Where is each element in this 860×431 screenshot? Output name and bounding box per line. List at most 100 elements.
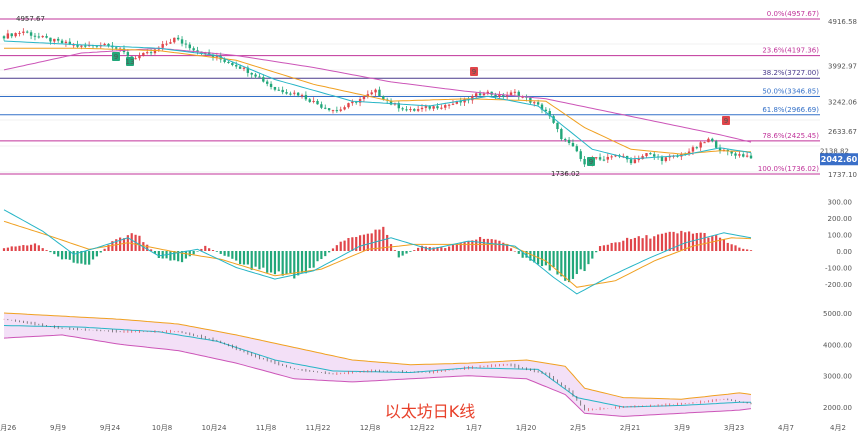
macd-bar xyxy=(316,251,319,262)
macd-bar xyxy=(269,251,273,273)
macd-bar xyxy=(405,251,408,254)
macd-bar xyxy=(660,233,664,251)
candle-body xyxy=(300,95,304,97)
x-tick-label: 1月20 xyxy=(516,424,536,431)
macd-bar xyxy=(351,237,354,251)
macd-bar xyxy=(575,251,578,275)
macd-bar xyxy=(548,251,551,271)
macd-bar xyxy=(595,251,598,253)
macd-bar xyxy=(355,236,358,251)
td-marker xyxy=(587,157,595,166)
candle-body xyxy=(459,101,462,103)
macd-bar xyxy=(227,251,230,257)
fib-label: 78.6%(2425.45) xyxy=(762,132,819,140)
x-tick-label: 2月21 xyxy=(620,424,640,431)
candle-body xyxy=(80,45,83,47)
macd-bar xyxy=(107,244,110,251)
fib-label: 50.0%(3346.85) xyxy=(762,87,819,95)
macd-bar xyxy=(606,244,609,251)
macd-bar xyxy=(521,251,524,258)
macd-bar xyxy=(320,251,323,260)
candle-body xyxy=(281,89,284,93)
candle-body xyxy=(84,45,87,47)
candle-body xyxy=(366,94,370,97)
candle-body xyxy=(37,36,41,38)
fib-label: 0.0%(4957.67) xyxy=(767,10,819,18)
macd-bar xyxy=(502,242,505,251)
macd-bar xyxy=(626,237,629,251)
candle-body xyxy=(494,94,497,97)
macd-bar xyxy=(564,251,567,281)
macd-bar xyxy=(610,242,613,251)
macd-bar xyxy=(335,245,338,251)
macd-bar xyxy=(413,250,416,251)
candle-body xyxy=(505,94,509,97)
candle-body xyxy=(440,107,443,109)
td-marker xyxy=(112,52,120,61)
macd-bar xyxy=(111,241,114,251)
candle-body xyxy=(68,41,71,45)
macd-bar xyxy=(285,251,288,275)
candle-body xyxy=(72,44,75,46)
fib-levels: 0.0%(4957.67) 23.6%(4197.36) 38.2%(3727.00… xyxy=(0,10,820,175)
candle-body xyxy=(169,42,172,44)
macd-bar xyxy=(49,251,52,253)
macd-bar xyxy=(324,251,327,257)
td-marker-label: 9 xyxy=(472,68,476,76)
candle-body xyxy=(95,45,99,47)
macd-bar xyxy=(254,251,257,267)
candle-body xyxy=(184,43,188,45)
candle-body xyxy=(265,81,269,84)
macd-bar xyxy=(490,239,493,251)
macd-bar xyxy=(57,251,60,257)
macd-tick-label: 300.00 xyxy=(828,199,853,207)
macd-bar xyxy=(633,237,636,251)
macd-bar xyxy=(2,248,6,251)
td-marker xyxy=(722,116,730,125)
bollinger-panel xyxy=(3,312,752,417)
macd-bar xyxy=(130,233,133,251)
macd-bar xyxy=(432,247,435,251)
macd-bar xyxy=(455,243,458,251)
candle-body xyxy=(498,94,501,97)
candle-body xyxy=(424,106,428,108)
macd-bar xyxy=(235,251,238,261)
boll-tick-label: 4000.00 xyxy=(823,341,852,349)
macd-bar xyxy=(517,251,520,254)
candle-body xyxy=(10,33,13,37)
macd-bar xyxy=(134,234,137,251)
current-price-tag xyxy=(820,153,858,166)
candle-body xyxy=(49,37,52,42)
candle-body xyxy=(293,92,296,94)
macd-tick-label: 100.00 xyxy=(828,232,853,240)
candle-body xyxy=(149,52,153,54)
candle-body xyxy=(45,36,48,38)
td-marker-label: 9 xyxy=(114,53,118,61)
x-tick-label: 1月7 xyxy=(466,424,482,431)
macd-bar xyxy=(424,246,427,251)
candle-body xyxy=(33,35,37,37)
high-annotation: 4957.67 xyxy=(16,15,45,23)
grid xyxy=(0,18,820,173)
macd-bar xyxy=(525,251,528,258)
moving-averages xyxy=(3,40,752,160)
candle-body xyxy=(420,107,424,110)
macd-bar xyxy=(37,245,40,251)
macd-bar xyxy=(556,251,559,275)
candle-body xyxy=(579,151,582,159)
candle-body xyxy=(165,43,168,45)
candle-body xyxy=(691,147,695,152)
candle-body xyxy=(486,91,490,94)
macd-bar xyxy=(289,251,292,274)
macd-bar xyxy=(308,251,311,269)
macd-bar xyxy=(583,251,586,272)
macd-bar xyxy=(370,233,373,251)
candle-body xyxy=(602,159,606,161)
macd-bar xyxy=(231,251,234,259)
macd-bar xyxy=(6,247,9,251)
candle-body xyxy=(699,142,702,148)
candle-body xyxy=(575,146,579,152)
macd-bar xyxy=(668,231,671,251)
candle-body xyxy=(254,74,257,77)
macd-bar xyxy=(703,233,706,251)
